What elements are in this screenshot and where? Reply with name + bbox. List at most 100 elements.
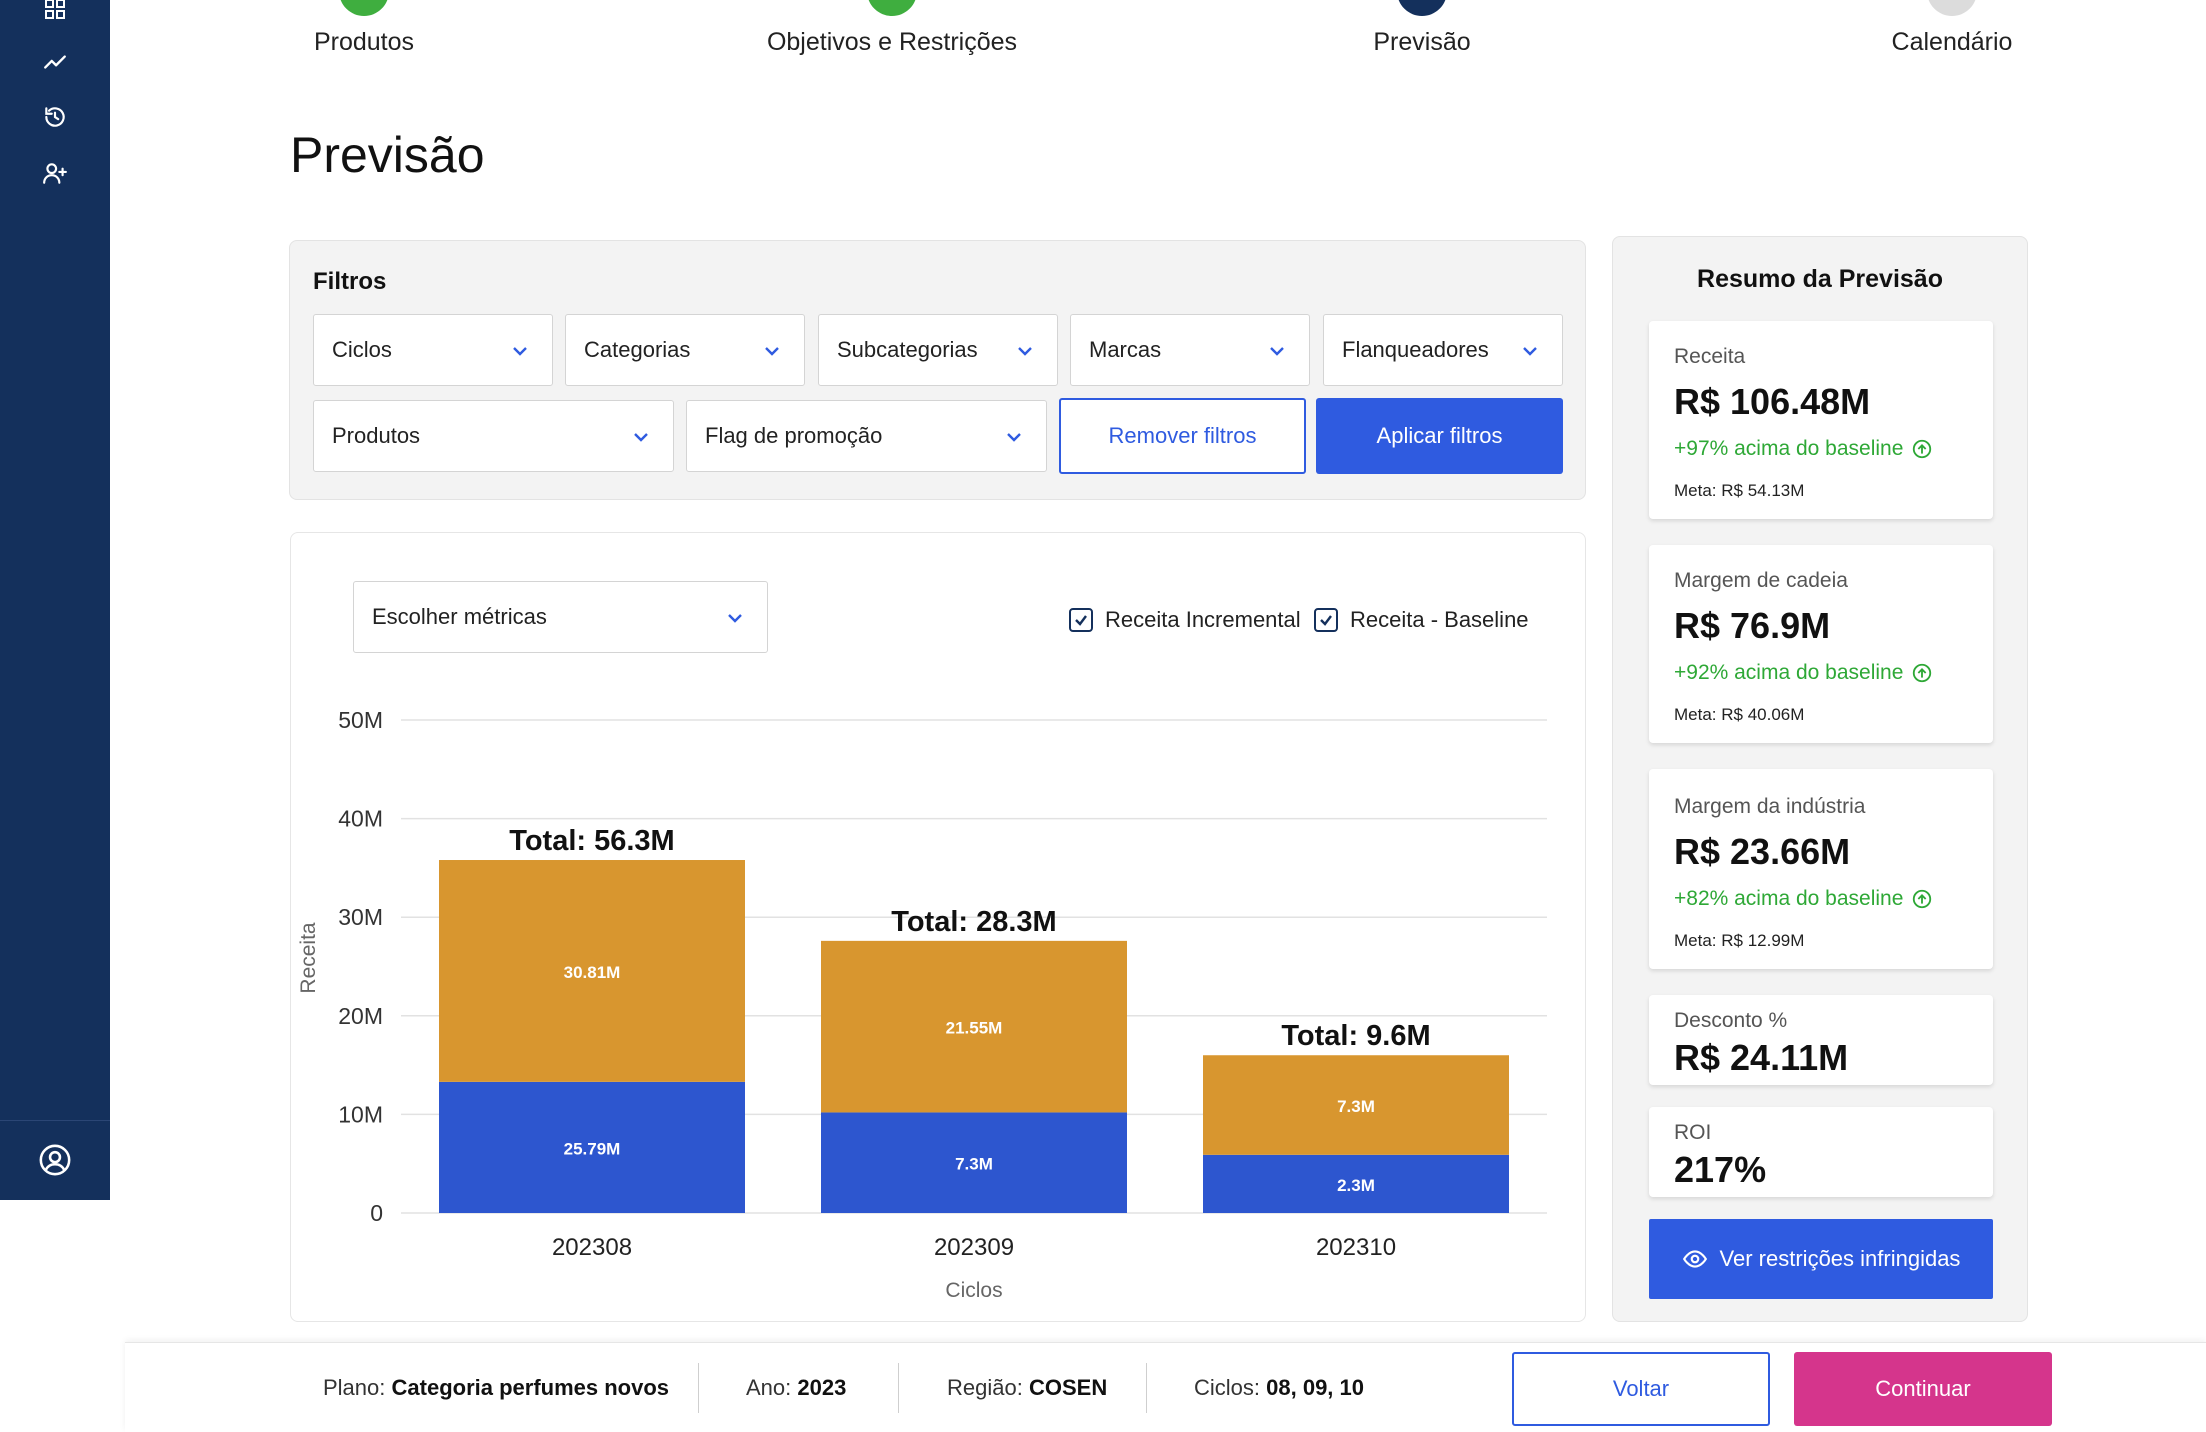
chevron-down-icon <box>634 433 648 442</box>
kpi-card-margem-cadeia: Margem de cadeia R$ 76.9M +92% acima do … <box>1649 545 1993 743</box>
sidebar-divider <box>0 1120 110 1121</box>
metrics-select[interactable]: Escolher métricas <box>353 581 768 653</box>
kpi-card-receita: Receita R$ 106.48M +97% acima do baselin… <box>1649 321 1993 519</box>
trend-chart-icon[interactable] <box>38 45 72 79</box>
footer-ano: Ano: 2023 <box>746 1375 846 1401</box>
select-label: Escolher métricas <box>372 604 547 629</box>
kpi-delta: +82% acima do baseline <box>1674 887 1933 911</box>
arrow-up-circle-icon <box>1913 889 1932 909</box>
x-tick-label: 202309 <box>934 1234 1014 1261</box>
footer-label: Ano: <box>746 1375 792 1400</box>
kpi-delta-text: +82% acima do baseline <box>1674 887 1904 910</box>
view-violated-restrictions-button[interactable]: Ver restrições infringidas <box>1649 1219 1993 1299</box>
stacked-bar-chart: 0 10M 20M 30M 40M 50M 25.79M 30.81M Total: 56.3M… <box>297 707 1547 1302</box>
bar-total-label: Total: 56.3M <box>509 825 674 857</box>
legend-receita-incremental[interactable]: Receita Incremental <box>1069 607 1301 633</box>
x-tick-label: 202310 <box>1316 1234 1396 1261</box>
kpi-delta-text: +97% acima do baseline <box>1674 437 1904 460</box>
remove-filters-button[interactable]: Remover filtros <box>1059 398 1306 474</box>
footer-divider <box>1146 1363 1147 1413</box>
user-profile-icon[interactable] <box>38 1143 72 1177</box>
kpi-meta: Meta: R$ 12.99M <box>1674 931 1805 950</box>
page-title: Previsão <box>290 127 485 183</box>
footer-value: 2023 <box>797 1375 847 1400</box>
footer-value: Categoria perfumes novos <box>391 1375 670 1400</box>
back-button[interactable]: Voltar <box>1512 1352 1770 1426</box>
filters-panel: Filtros Ciclos Categorias Subcategorias … <box>289 240 1586 500</box>
step-current-icon <box>1397 0 1447 16</box>
footer-divider <box>898 1363 899 1413</box>
kpi-value: R$ 76.9M <box>1674 605 1831 646</box>
y-tick-label: 20M <box>338 1003 383 1029</box>
kpi-delta: +92% acima do baseline <box>1674 661 1933 685</box>
chevron-down-icon <box>513 347 527 356</box>
kpi-label: Receita <box>1674 345 1746 368</box>
plan-footer-bar: Plano: Categoria perfumes novos Ano: 202… <box>125 1342 2206 1432</box>
footer-plano: Plano: Categoria perfumes novos <box>323 1375 669 1401</box>
x-tick-label: 202308 <box>552 1234 632 1261</box>
bar-value-label: 21.55M <box>946 1019 1003 1038</box>
step-label: Calendário <box>1891 28 2013 56</box>
add-user-icon[interactable] <box>38 156 72 190</box>
sidebar <box>0 0 110 1200</box>
filter-ciclos-select[interactable]: Ciclos <box>313 314 553 386</box>
filter-flag-promocao-select[interactable]: Flag de promoção <box>686 400 1047 472</box>
bar-value-label: 2.3M <box>1337 1176 1375 1195</box>
step-label: Objetivos e Restrições <box>766 28 1018 56</box>
legend-label: Receita - Baseline <box>1350 607 1529 632</box>
summary-title: Resumo da Previsão <box>1697 265 1943 293</box>
checkbox-checked-icon[interactable] <box>1069 608 1093 632</box>
y-axis-label: Receita <box>297 922 320 994</box>
filter-marcas-select[interactable]: Marcas <box>1070 314 1310 386</box>
filter-categorias-select[interactable]: Categorias <box>565 314 805 386</box>
select-label: Marcas <box>1089 337 1162 362</box>
footer-label: Região: <box>947 1375 1023 1400</box>
step-label: Produtos <box>313 28 415 56</box>
grid-icon[interactable] <box>38 0 72 26</box>
kpi-label: Margem da indústria <box>1674 795 1866 818</box>
legend-label: Receita Incremental <box>1105 607 1301 632</box>
step-label: Previsão <box>1373 28 1471 56</box>
select-label: Ciclos <box>332 337 392 362</box>
eye-icon <box>1682 1250 1707 1268</box>
kpi-card-desconto: Desconto % R$ 24.11M <box>1649 995 1993 1085</box>
kpi-value: R$ 23.66M <box>1674 831 1851 872</box>
kpi-card-roi: ROI 217% <box>1649 1107 1993 1197</box>
filter-produtos-select[interactable]: Produtos <box>313 400 674 472</box>
bar-value-label: 25.79M <box>564 1139 621 1158</box>
y-tick-label: 10M <box>338 1101 383 1127</box>
footer-label: Ciclos: <box>1194 1375 1261 1400</box>
kpi-value: R$ 24.11M <box>1674 1037 1849 1078</box>
continue-button[interactable]: Continuar <box>1794 1352 2052 1426</box>
kpi-label: ROI <box>1674 1121 1712 1144</box>
footer-label: Plano: <box>323 1375 386 1400</box>
footer-ciclos: Ciclos: 08, 09, 10 <box>1194 1375 1364 1401</box>
apply-filters-button[interactable]: Aplicar filtros <box>1316 398 1563 474</box>
bar-segment <box>1203 1154 1509 1213</box>
kpi-value: 217% <box>1674 1149 1767 1190</box>
step-done-icon <box>867 0 917 16</box>
footer-value: 08, 09, 10 <box>1266 1375 1365 1400</box>
filter-subcategorias-select[interactable]: Subcategorias <box>818 314 1058 386</box>
x-axis-label: Ciclos <box>945 1279 1002 1302</box>
bar-segment <box>439 860 745 1082</box>
chevron-down-icon <box>728 614 742 623</box>
select-label: Flag de promoção <box>705 423 883 448</box>
y-tick-label: 0 <box>370 1200 383 1226</box>
footer-value: COSEN <box>1028 1375 1108 1400</box>
kpi-delta: +97% acima do baseline <box>1674 437 1933 461</box>
bar-total-label: Total: 28.3M <box>891 906 1056 938</box>
bar-segment <box>821 940 1127 1113</box>
filter-flanqueadores-select[interactable]: Flanqueadores <box>1323 314 1563 386</box>
bar-value-label: 7.3M <box>955 1155 993 1174</box>
kpi-meta: Meta: R$ 40.06M <box>1674 705 1805 724</box>
chevron-down-icon <box>1523 347 1537 356</box>
y-tick-label: 30M <box>338 904 383 930</box>
arrow-up-circle-icon <box>1913 663 1932 683</box>
button-label: Ver restrições infringidas <box>1719 1246 1961 1271</box>
history-icon[interactable] <box>38 100 72 134</box>
chevron-down-icon <box>765 347 779 356</box>
checkbox-checked-icon[interactable] <box>1314 608 1338 632</box>
legend-receita-baseline[interactable]: Receita - Baseline <box>1314 607 1529 633</box>
